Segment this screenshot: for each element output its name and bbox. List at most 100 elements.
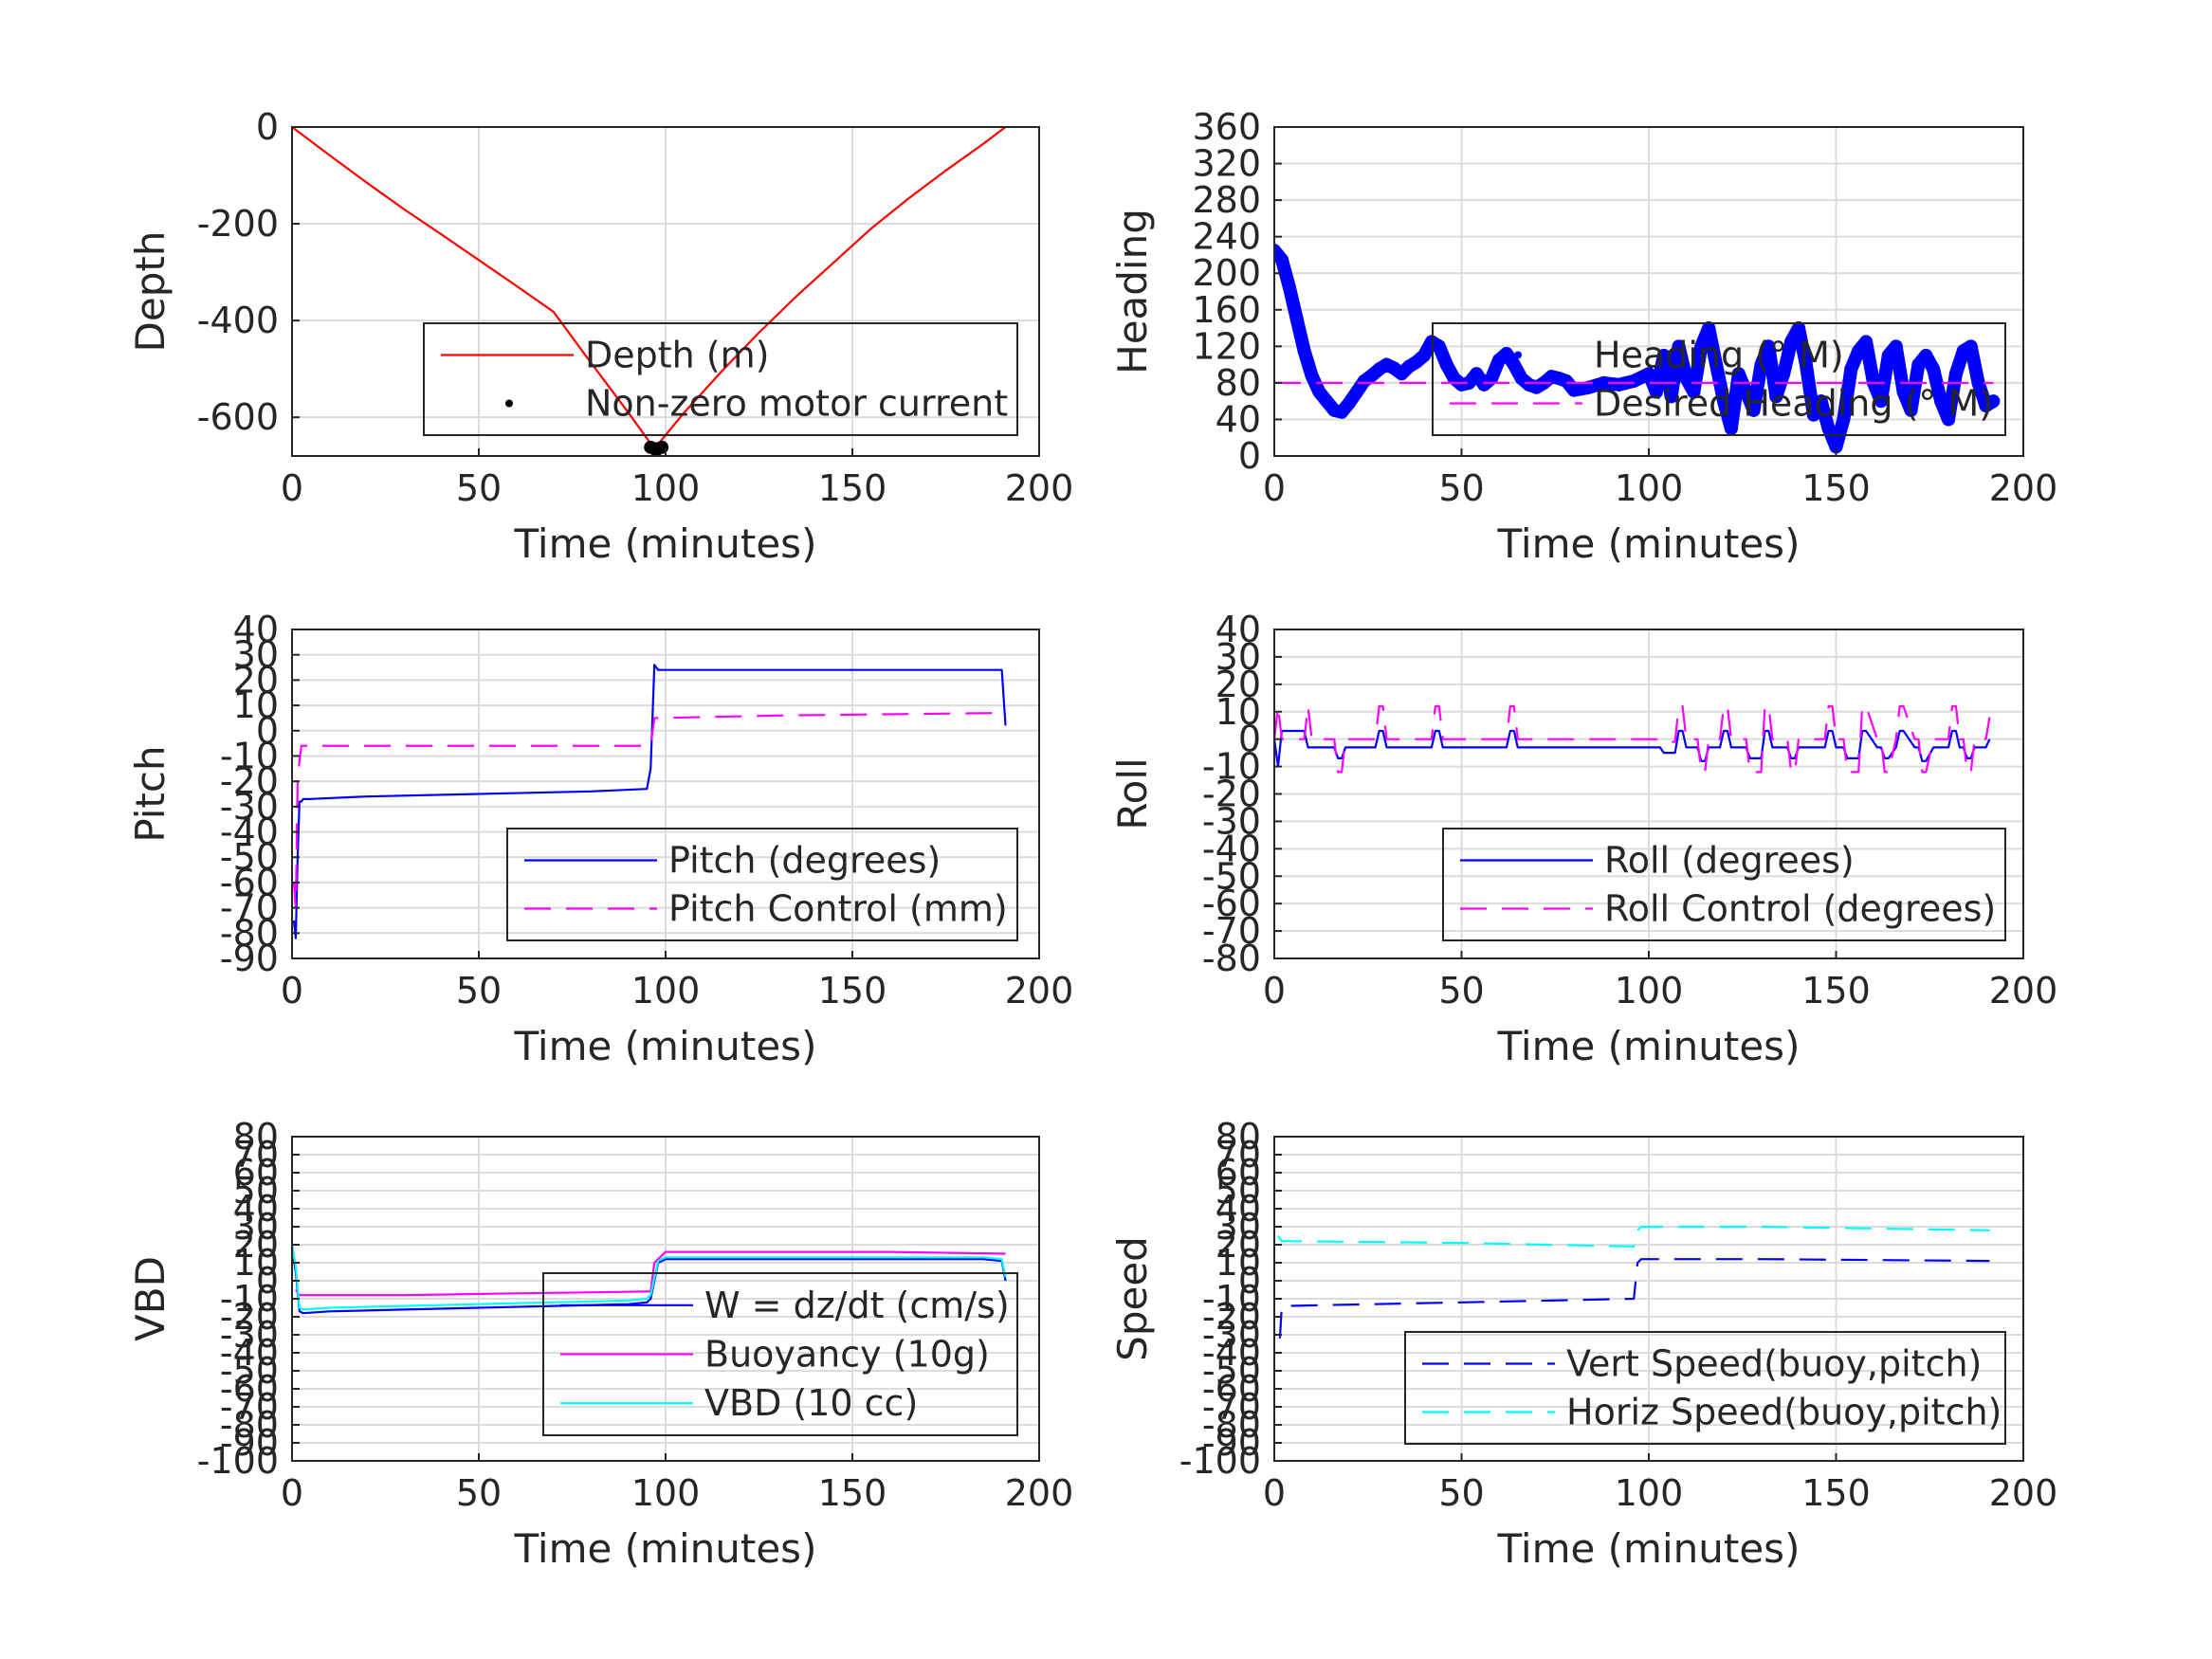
vbd-y-tick-label: -80: [220, 1404, 279, 1446]
roll-series-1: [1274, 704, 1991, 774]
heading-panel: 0 50 100 150 20004080120160200240280320360Ti…: [1109, 106, 2057, 567]
heading-data-point: [1881, 348, 1895, 362]
pitch-x-tick-label: 150: [818, 970, 887, 1012]
heading-data-point: [1612, 377, 1626, 392]
heading-y-tick-label: 320: [1192, 143, 1261, 185]
depth-y-tick-label: -200: [197, 203, 279, 245]
roll-y-tick-label: -60: [1202, 883, 1261, 924]
heading-y-tick-label: 240: [1192, 216, 1261, 258]
heading-data-point: [1986, 394, 2001, 409]
vbd-y-tick-label: -70: [220, 1386, 279, 1428]
depth-legend: Depth (m) Non-zero motor current: [423, 322, 1018, 436]
heading-data-point: [1746, 403, 1761, 417]
heading-data-point: [1289, 312, 1304, 326]
heading-data-point: [1560, 374, 1574, 388]
heading-data-point: [1694, 339, 1709, 354]
heading-data-point: [1282, 280, 1296, 294]
speed-y-tick-label: -60: [1202, 1368, 1261, 1410]
heading-data-point: [1829, 440, 1843, 454]
heading-data-point: [1274, 252, 1289, 266]
pitch-y-tick-label: -10: [220, 735, 279, 776]
vbd-y-tick-label: -100: [197, 1440, 279, 1482]
pitch-y-tick-label: -70: [220, 887, 279, 929]
heading-data-point: [1349, 385, 1363, 399]
pitch-y-axis-label: Pitch: [127, 745, 174, 842]
speed-x-tick-label: 50: [1438, 1472, 1484, 1514]
heading-data-point: [1485, 372, 1499, 386]
depth-y-axis-label: Depth: [127, 231, 174, 353]
heading-data-point: [1462, 375, 1476, 390]
depth-legend-marker: [505, 399, 513, 408]
roll-legend-label: Roll Control (degrees): [1604, 888, 1996, 930]
speed-legend: Vert Speed(buoy,pitch) Horiz Speed(buoy,p…: [1404, 1331, 2006, 1445]
roll-y-tick-label: -30: [1202, 800, 1261, 842]
vbd-legend: W = dz/dt (cm/s) Buoyancy (10g) VBD (10 cc…: [542, 1272, 1018, 1436]
heading-x-tick-label: 0: [1263, 467, 1286, 509]
vbd-series-line: [292, 1248, 1007, 1315]
pitch-y-tick-label: -40: [220, 811, 279, 853]
heading-data-point: [1852, 344, 1866, 358]
vbd-series-line: [295, 1250, 1006, 1297]
vbd-x-tick-label: 200: [1005, 1472, 1074, 1514]
roll-y-tick-label: 40: [1216, 609, 1261, 650]
roll-legend: Roll (degrees) Roll Control (degrees): [1442, 828, 2006, 941]
heading-data-point: [1896, 385, 1910, 399]
pitch-y-tick-label: -30: [220, 786, 279, 828]
heading-data-point: [1889, 339, 1903, 354]
vbd-x-tick-label: 150: [818, 1472, 887, 1514]
vbd-y-tick-label: -30: [220, 1314, 279, 1356]
heading-data-point: [1470, 367, 1484, 381]
depth-legend-box: [423, 322, 1018, 436]
vbd-y-tick-label: 50: [233, 1170, 279, 1212]
pitch-x-tick-label: 50: [456, 970, 502, 1012]
pitch-legend-box: [506, 828, 1018, 941]
heading-legend-marker: [1514, 351, 1522, 359]
heading-x-tick-label: 50: [1438, 467, 1484, 509]
vbd-legend-box: [542, 1272, 1018, 1436]
speed-x-tick-label: 0: [1263, 1472, 1286, 1514]
vbd-panel: 0 50 100 150 20080706050403020100-10-20-30-4…: [127, 1116, 1073, 1572]
pitch-y-tick-label: -50: [220, 836, 279, 878]
heading-data-point: [1821, 422, 1836, 436]
pitch-series-line: [292, 711, 1006, 909]
heading-data-point: [1859, 335, 1874, 349]
heading-data-point: [1844, 362, 1858, 376]
vbd-y-tick-label: -10: [220, 1278, 279, 1320]
pitch-x-tick-label: 200: [1005, 970, 1074, 1012]
speed-legend-label: Vert Speed(buoy,pitch): [1566, 1343, 1982, 1385]
heading-data-point: [1799, 357, 1813, 372]
heading-data-point: [1567, 383, 1581, 397]
speed-y-tick-label: 30: [1216, 1206, 1261, 1248]
heading-data-point: [1439, 357, 1453, 372]
speed-y-tick-label: -20: [1202, 1296, 1261, 1338]
heading-data-point: [1784, 335, 1799, 349]
heading-data-point: [1320, 394, 1334, 409]
heading-data-point: [1948, 367, 1963, 381]
heading-data-point: [1837, 412, 1851, 427]
speed-y-axis-label: Speed: [1109, 1236, 1156, 1361]
vbd-y-tick-label: -60: [220, 1368, 279, 1410]
depth-y-tick-label: 0: [256, 106, 279, 148]
roll-x-tick-label: 150: [1801, 970, 1871, 1012]
heading-data-point: [1305, 369, 1319, 383]
roll-y-tick-label: 20: [1216, 664, 1261, 705]
heading-data-point: [1731, 367, 1746, 381]
vbd-y-tick-label: -40: [220, 1332, 279, 1374]
speed-series-0: [1278, 1258, 1990, 1339]
heading-y-tick-label: 160: [1192, 289, 1261, 331]
depth-x-axis-label: Time (minutes): [514, 520, 817, 567]
heading-data-point: [1499, 347, 1513, 361]
vbd-y-tick-label: -90: [220, 1422, 279, 1464]
heading-y-tick-label: 360: [1192, 106, 1261, 148]
heading-x-tick-label: 100: [1615, 467, 1684, 509]
vbd-legend-label: VBD (10 cc): [704, 1382, 918, 1424]
depth-series-1: [644, 440, 669, 456]
speed-y-tick-label: -80: [1202, 1404, 1261, 1446]
heading-data-point: [1312, 385, 1326, 399]
vbd-y-tick-label: -50: [220, 1350, 279, 1392]
roll-y-tick-label: 30: [1216, 636, 1261, 678]
roll-x-tick-label: 200: [1989, 970, 2058, 1012]
heading-data-point: [1343, 396, 1356, 410]
roll-y-tick-label: -80: [1202, 938, 1261, 979]
